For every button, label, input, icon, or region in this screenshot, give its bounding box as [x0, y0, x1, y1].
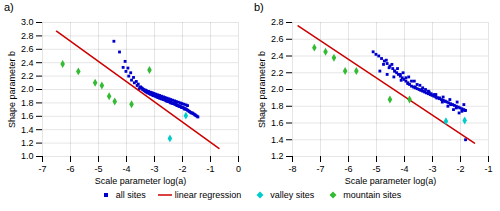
svg-text:-1: -1	[484, 164, 492, 174]
svg-text:1.8: 1.8	[21, 98, 34, 108]
svg-text:-5: -5	[372, 164, 380, 174]
svg-text:2.8: 2.8	[271, 17, 284, 27]
html-text:b): b)	[254, 1, 264, 13]
svg-text:Shape parameter b: Shape parameter b	[257, 51, 267, 128]
svg-text:-2: -2	[178, 164, 186, 174]
svg-text:-5: -5	[94, 164, 102, 174]
svg-text:Scale parameter log(a): Scale parameter log(a)	[345, 176, 437, 186]
svg-text:Scale parameter log(a): Scale parameter log(a)	[95, 176, 187, 186]
html-text:mountain sites: mountain sites	[343, 190, 402, 200]
svg-text:-7: -7	[316, 164, 324, 174]
svg-text:-6: -6	[344, 164, 352, 174]
svg-text:-6: -6	[66, 164, 74, 174]
svg-text:2.2: 2.2	[21, 71, 34, 81]
svg-text:-7: -7	[38, 164, 46, 174]
svg-text:-3: -3	[150, 164, 158, 174]
svg-text:Shape parameter b: Shape parameter b	[7, 51, 17, 128]
svg-text:-4: -4	[400, 164, 408, 174]
html-text:linear regression: linear regression	[174, 190, 242, 200]
svg-text:-4: -4	[122, 164, 130, 174]
svg-text:1.8: 1.8	[271, 101, 284, 111]
svg-text:2.8: 2.8	[21, 31, 34, 41]
svg-text:1.2: 1.2	[271, 151, 284, 161]
svg-text:2.0: 2.0	[271, 84, 284, 94]
html-text:a): a)	[4, 1, 14, 13]
svg-text:1.0: 1.0	[21, 151, 34, 161]
svg-text:-8: -8	[288, 164, 296, 174]
svg-text:-1: -1	[206, 164, 214, 174]
svg-text:2.0: 2.0	[21, 84, 34, 94]
svg-text:2.6: 2.6	[21, 44, 34, 54]
svg-text:-2: -2	[456, 164, 464, 174]
svg-text:2.4: 2.4	[271, 51, 284, 61]
svg-text:2.2: 2.2	[271, 68, 284, 78]
svg-text:2.6: 2.6	[271, 34, 284, 44]
html-text:valley sites: valley sites	[270, 190, 315, 200]
svg-text:-3: -3	[428, 164, 436, 174]
svg-text:0: 0	[236, 164, 241, 174]
svg-text:1.4: 1.4	[21, 125, 34, 135]
svg-text:1.2: 1.2	[21, 138, 34, 148]
svg-text:1.4: 1.4	[271, 135, 284, 145]
svg-text:3.0: 3.0	[21, 17, 34, 27]
svg-text:2.4: 2.4	[21, 58, 34, 68]
svg-text:1.6: 1.6	[271, 118, 284, 128]
svg-text:1.6: 1.6	[21, 111, 34, 121]
html-text:all sites: all sites	[115, 190, 146, 200]
